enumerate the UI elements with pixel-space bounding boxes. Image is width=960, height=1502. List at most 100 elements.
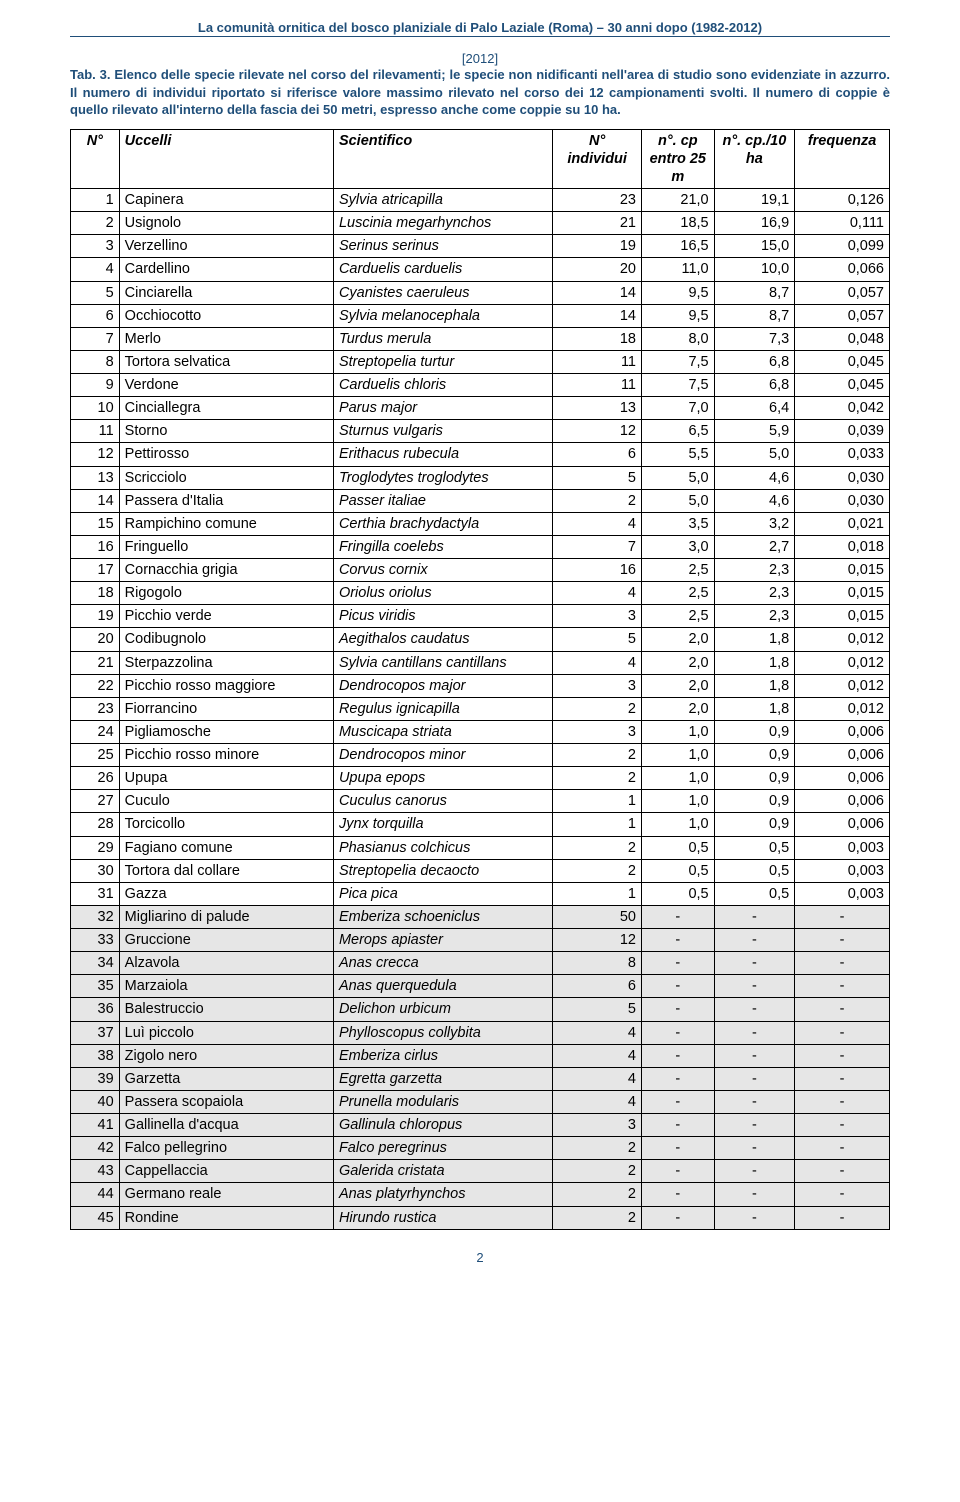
cell-n: 34: [71, 952, 120, 975]
table-row: 24PigliamoscheMuscicapa striata31,00,90,…: [71, 720, 890, 743]
cell-n: 25: [71, 744, 120, 767]
cell-individui: 19: [553, 235, 642, 258]
table-row: 42Falco pellegrinoFalco peregrinus2---: [71, 1137, 890, 1160]
cell-individui: 14: [553, 304, 642, 327]
cell-individui: 5: [553, 628, 642, 651]
cell-scientifico: Oriolus oriolus: [333, 582, 552, 605]
cell-frequenza: 0,039: [795, 420, 890, 443]
cell-scientifico: Falco peregrinus: [333, 1137, 552, 1160]
cell-cp: 7,5: [642, 350, 715, 373]
cell-n: 23: [71, 697, 120, 720]
cell-frequenza: 0,012: [795, 697, 890, 720]
table-row: 40Passera scopaiolaPrunella modularis4--…: [71, 1090, 890, 1113]
table-row: 43CappellacciaGalerida cristata2---: [71, 1160, 890, 1183]
table-row: 16FringuelloFringilla coelebs73,02,70,01…: [71, 535, 890, 558]
table-row: 38Zigolo neroEmberiza cirlus4---: [71, 1044, 890, 1067]
cell-individui: 2: [553, 836, 642, 859]
table-row: 20CodibugnoloAegithalos caudatus52,01,80…: [71, 628, 890, 651]
cell-ha: 7,3: [714, 327, 795, 350]
cell-scientifico: Phylloscopus collybita: [333, 1021, 552, 1044]
cell-ha: 16,9: [714, 212, 795, 235]
cell-uccelli: Tortora selvatica: [119, 350, 333, 373]
cell-uccelli: Marzaiola: [119, 975, 333, 998]
cell-cp: 5,0: [642, 466, 715, 489]
cell-frequenza: 0,042: [795, 397, 890, 420]
cell-n: 33: [71, 929, 120, 952]
cell-individui: 5: [553, 466, 642, 489]
cell-ha: 0,9: [714, 744, 795, 767]
cell-cp: -: [642, 1160, 715, 1183]
cell-scientifico: Gallinula chloropus: [333, 1114, 552, 1137]
cell-uccelli: Luì piccolo: [119, 1021, 333, 1044]
cell-individui: 4: [553, 582, 642, 605]
cell-scientifico: Carduelis carduelis: [333, 258, 552, 281]
cell-individui: 4: [553, 1021, 642, 1044]
cell-individui: 3: [553, 674, 642, 697]
cell-individui: 2: [553, 1206, 642, 1229]
col-header-scientifico: Scientifico: [333, 129, 552, 188]
cell-individui: 3: [553, 1114, 642, 1137]
cell-cp: 1,0: [642, 813, 715, 836]
cell-frequenza: 0,045: [795, 350, 890, 373]
cell-scientifico: Anas querquedula: [333, 975, 552, 998]
cell-frequenza: -: [795, 929, 890, 952]
cell-cp: 2,0: [642, 697, 715, 720]
cell-uccelli: Verdone: [119, 374, 333, 397]
table-row: 9VerdoneCarduelis chloris117,56,80,045: [71, 374, 890, 397]
cell-scientifico: Aegithalos caudatus: [333, 628, 552, 651]
cell-scientifico: Emberiza schoeniclus: [333, 905, 552, 928]
cell-uccelli: Scricciolo: [119, 466, 333, 489]
col-header-cp: n°. cp entro 25 m: [642, 129, 715, 188]
cell-ha: -: [714, 952, 795, 975]
cell-scientifico: Sturnus vulgaris: [333, 420, 552, 443]
cell-cp: 7,0: [642, 397, 715, 420]
cell-n: 24: [71, 720, 120, 743]
table-row: 45RondineHirundo rustica2---: [71, 1206, 890, 1229]
cell-scientifico: Serinus serinus: [333, 235, 552, 258]
cell-individui: 4: [553, 1044, 642, 1067]
table-row: 35MarzaiolaAnas querquedula6---: [71, 975, 890, 998]
cell-individui: 4: [553, 512, 642, 535]
cell-scientifico: Emberiza cirlus: [333, 1044, 552, 1067]
cell-n: 45: [71, 1206, 120, 1229]
cell-scientifico: Anas crecca: [333, 952, 552, 975]
cell-ha: 0,9: [714, 767, 795, 790]
cell-individui: 12: [553, 420, 642, 443]
cell-cp: 11,0: [642, 258, 715, 281]
species-table: N° Uccelli Scientifico N° individui n°. …: [70, 129, 890, 1230]
cell-individui: 1: [553, 882, 642, 905]
cell-uccelli: Fiorrancino: [119, 697, 333, 720]
cell-ha: 8,7: [714, 304, 795, 327]
cell-uccelli: Cinciarella: [119, 281, 333, 304]
cell-cp: 0,5: [642, 882, 715, 905]
table-row: 11StornoSturnus vulgaris126,55,90,039: [71, 420, 890, 443]
cell-ha: 0,9: [714, 790, 795, 813]
cell-cp: -: [642, 1067, 715, 1090]
cell-ha: 6,8: [714, 374, 795, 397]
cell-frequenza: 0,006: [795, 744, 890, 767]
cell-frequenza: -: [795, 1021, 890, 1044]
cell-frequenza: 0,021: [795, 512, 890, 535]
cell-frequenza: 0,012: [795, 674, 890, 697]
cell-cp: -: [642, 975, 715, 998]
cell-frequenza: -: [795, 998, 890, 1021]
cell-scientifico: Phasianus colchicus: [333, 836, 552, 859]
table-row: 36BalestruccioDelichon urbicum5---: [71, 998, 890, 1021]
cell-individui: 2: [553, 744, 642, 767]
cell-frequenza: 0,111: [795, 212, 890, 235]
cell-n: 19: [71, 605, 120, 628]
cell-scientifico: Upupa epops: [333, 767, 552, 790]
cell-n: 38: [71, 1044, 120, 1067]
cell-individui: 14: [553, 281, 642, 304]
cell-uccelli: Picchio rosso maggiore: [119, 674, 333, 697]
cell-uccelli: Cinciallegra: [119, 397, 333, 420]
cell-scientifico: Sylvia cantillans cantillans: [333, 651, 552, 674]
cell-scientifico: Delichon urbicum: [333, 998, 552, 1021]
table-row: 7MerloTurdus merula188,07,30,048: [71, 327, 890, 350]
cell-scientifico: Certhia brachydactyla: [333, 512, 552, 535]
cell-frequenza: -: [795, 1137, 890, 1160]
cell-cp: 2,0: [642, 628, 715, 651]
cell-frequenza: -: [795, 1160, 890, 1183]
cell-ha: 1,8: [714, 697, 795, 720]
cell-ha: 0,9: [714, 813, 795, 836]
